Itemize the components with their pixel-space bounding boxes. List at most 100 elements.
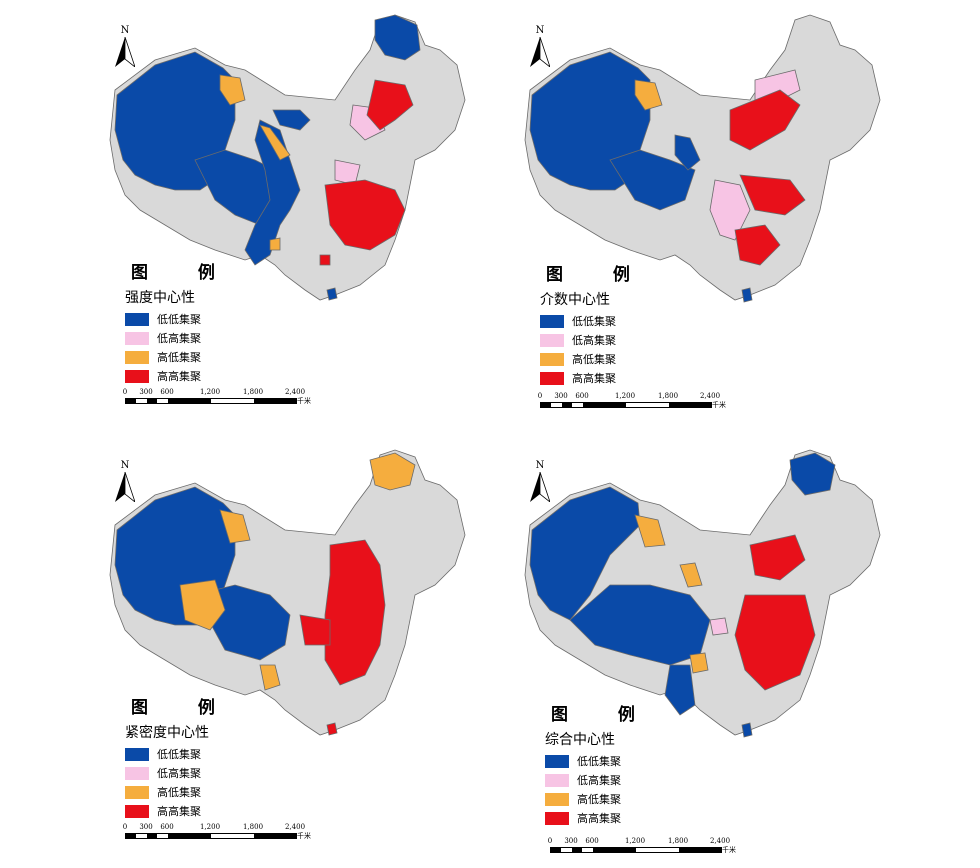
scale-tick-label: 2,400 [284,388,306,396]
legend-label-ll: 低低集聚 [157,313,201,326]
north-arrow: N [525,460,555,506]
scale-tick-label: 2,400 [284,823,306,831]
scale-segment [147,834,157,838]
legend-label-ll: 低低集聚 [157,748,201,761]
north-letter: N [535,460,545,471]
scale-segment [126,834,136,838]
scale-tick-label: 1,800 [667,837,689,845]
map-panel-composite: N 图 例 综合中心性 低低集聚 低高集聚 高低集聚 高高集聚 0 300 600 1… [510,445,950,865]
legend-item-hl: 高低集聚 [125,785,237,799]
scale-tick-label: 1,200 [199,388,221,396]
legend-item-hl: 高低集聚 [540,352,652,366]
legend-swatch-hh [125,369,149,383]
region-hl-qinghai [179,579,226,631]
scale-tick-label: 300 [554,392,568,400]
scale-bar: 0 300 600 1,200 1,800 2,400 千米 [122,388,325,410]
region-hl-b [269,237,281,251]
region-ll-qinghai [674,134,701,171]
hainan [326,287,338,301]
legend-swatch-lh [540,333,564,347]
north-arrow-icon [530,472,550,502]
region-hh-east [324,539,386,686]
region-hh-south [319,254,331,266]
region-ll-west [529,486,641,621]
region-ll-northeast [789,452,836,496]
legend-swatch-hh [125,804,149,818]
scale-segment [669,403,711,407]
scale-tick-label: 300 [139,388,153,396]
scale-tick-label: 0 [122,823,128,831]
region-hl-mongolia [219,509,251,544]
scale-segment [147,399,157,403]
region-hl-mongolia [219,74,246,106]
legend-swatch-hl [125,785,149,799]
region-hh-central [739,174,806,216]
legend-item-hh: 高高集聚 [125,369,237,383]
region-hl-b [689,652,709,674]
north-arrow-icon [115,472,135,502]
legend-title: 强度中心性 [125,290,195,306]
scale-tick-label: 0 [547,837,553,845]
legend-label-hh: 高高集聚 [157,370,201,383]
china-map-composite [524,449,881,738]
legend-label-lh: 低高集聚 [157,332,201,345]
region-ll-hainan [741,722,753,738]
north-letter: N [535,25,545,36]
legend-item-lh: 低高集聚 [540,333,652,347]
legend-swatch-lh [125,331,149,345]
legend-swatch-lh [125,766,149,780]
scale-segment [562,403,572,407]
legend: 图 例 强度中心性 低低集聚 低高集聚 高低集聚 高高集聚 [125,258,237,383]
region-hl-a [259,124,291,161]
legend-heading: 图 例 [131,698,237,718]
scale-bar: 0 300 600 1,200 1,800 2,400 千米 [537,392,740,414]
legend-swatch-lh [545,773,569,787]
scale-tick-label: 300 [139,823,153,831]
scale-tick-label: 0 [122,388,128,396]
legend-label-hh: 高高集聚 [577,812,621,825]
scale-segment [168,834,211,838]
legend-title: 紧密度中心性 [125,725,209,741]
legend-item-ll: 低低集聚 [125,747,237,761]
legend-item-hl: 高低集聚 [125,350,237,364]
legend-item-lh: 低高集聚 [125,331,237,345]
legend-item-ll: 低低集聚 [540,314,652,328]
north-arrow-icon [115,37,135,67]
legend-label-hl: 高低集聚 [157,351,201,364]
legend-swatch-hl [125,350,149,364]
scale-tick-label: 600 [585,837,599,845]
scale-unit: 千米 [297,397,311,405]
north-arrow: N [525,25,555,71]
scale-segment [593,848,636,852]
scale-tick-label: 600 [575,392,589,400]
legend-swatch-hh [540,371,564,385]
legend-label-hl: 高低集聚 [577,793,621,806]
region-hh-central [299,614,331,646]
scale-tick-label: 2,400 [709,837,731,845]
scale-unit: 千米 [712,401,726,409]
scale-segment [541,403,551,407]
china-map-betweenness [524,14,881,303]
legend-label-lh: 低高集聚 [157,767,201,780]
legend-label-lh: 低高集聚 [577,774,621,787]
region-hh-north [366,79,414,131]
north-arrow: N [110,25,140,71]
scale-unit: 千米 [297,832,311,840]
legend-item-hh: 高高集聚 [540,371,652,385]
scale-tick-label: 1,200 [624,837,646,845]
scale-unit: 千米 [722,846,736,854]
region-hh-south [734,224,781,266]
legend-label-hh: 高高集聚 [157,805,201,818]
legend-item-hh: 高高集聚 [125,804,237,818]
region-hh-central [324,179,406,251]
legend-swatch-hh [545,811,569,825]
region-hl-mongolia [634,514,666,548]
legend: 图 例 紧密度中心性 低低集聚 低高集聚 高低集聚 高高集聚 [125,693,237,818]
legend-swatch-ll [540,314,564,328]
scale-tick-label: 0 [537,392,543,400]
region-hl-mongolia [634,79,663,111]
legend: 图 例 综合中心性 低低集聚 低高集聚 高低集聚 高高集聚 [545,700,657,825]
legend-swatch-ll [545,754,569,768]
legend-label-lh: 低高集聚 [572,334,616,347]
region-hh-north [749,534,806,581]
